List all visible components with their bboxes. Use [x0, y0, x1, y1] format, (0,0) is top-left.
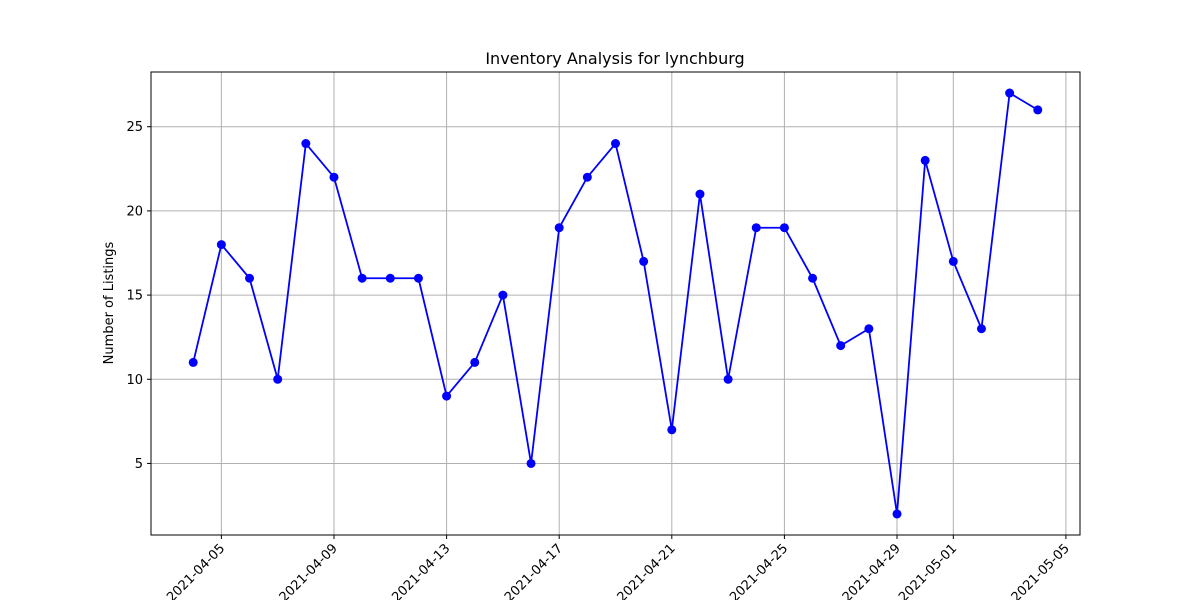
data-point — [1033, 105, 1043, 115]
data-point — [808, 273, 818, 283]
data-point — [1005, 88, 1015, 98]
data-point — [751, 223, 761, 233]
x-axis: 2021-04-05 2021-04-09 2021-04-13 2021-04-17… — [164, 535, 1073, 600]
data-point — [245, 273, 255, 283]
x-tick-label: 2021-05-05 — [1009, 541, 1073, 600]
data-point — [216, 240, 226, 250]
y-axis-label: Number of Listings — [102, 241, 117, 364]
x-tick-label: 2021-04-29 — [840, 541, 904, 600]
series-group — [188, 88, 1043, 519]
x-tick-label: 2021-05-01 — [896, 541, 960, 600]
data-point — [329, 172, 339, 182]
data-point — [920, 155, 930, 165]
data-point — [864, 324, 874, 334]
data-point — [723, 374, 733, 384]
data-point — [273, 374, 283, 384]
x-tick-label: 2021-04-13 — [389, 541, 453, 600]
plot-area-frame — [150, 71, 1081, 536]
x-tick-label: 2021-04-05 — [164, 541, 228, 600]
data-point — [779, 223, 789, 233]
y-tick-label: 15 — [126, 289, 143, 304]
data-point — [526, 458, 536, 468]
y-tick-label: 10 — [126, 373, 143, 388]
x-tick-label: 2021-04-21 — [615, 541, 679, 600]
data-point — [413, 273, 423, 283]
x-tick-label: 2021-04-09 — [277, 541, 341, 600]
data-point — [301, 139, 311, 149]
data-point — [385, 273, 395, 283]
data-point — [470, 357, 480, 367]
x-tick-label: 2021-04-25 — [727, 541, 791, 600]
data-point — [976, 324, 986, 334]
x-tick-label: 2021-04-17 — [502, 541, 566, 600]
y-tick-label: 5 — [135, 457, 143, 472]
chart-title: Inventory Analysis for lynchburg — [485, 49, 744, 68]
y-tick-label: 20 — [126, 204, 143, 219]
data-point — [442, 391, 452, 401]
data-point — [498, 290, 508, 300]
data-point — [892, 509, 902, 519]
data-point — [836, 341, 846, 351]
data-point — [695, 189, 705, 199]
data-point — [639, 256, 649, 266]
grid-lines — [151, 72, 1080, 535]
data-point — [554, 223, 564, 233]
data-point — [357, 273, 367, 283]
data-point — [582, 172, 592, 182]
data-point — [611, 139, 620, 149]
data-point — [667, 425, 677, 435]
data-point — [188, 357, 198, 367]
y-axis: 5 10 15 20 25 — [126, 120, 151, 472]
series-line — [192, 92, 1039, 515]
y-tick-label: 25 — [126, 120, 143, 135]
data-point — [948, 256, 958, 266]
